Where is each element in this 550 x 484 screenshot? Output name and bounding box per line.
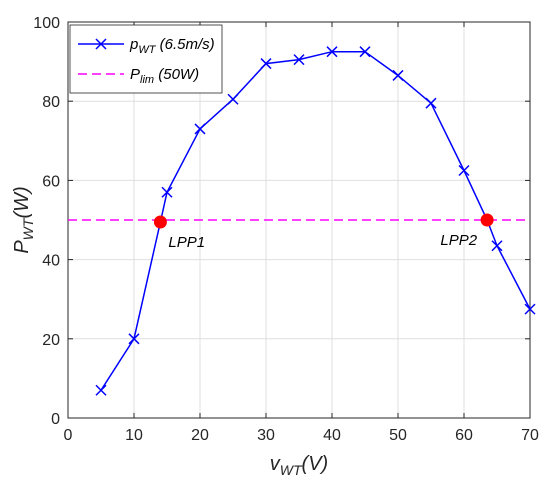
legend-plim-suffix: (50W): [154, 66, 199, 83]
data-point-marker: [392, 69, 404, 81]
x-axis-ticks: 0 10 20 30 40 50 60 70: [64, 22, 539, 444]
x-tick-label: 0: [64, 427, 73, 444]
x-axis-label-main: v: [270, 453, 281, 475]
data-point-marker: [491, 240, 503, 252]
data-point-marker: [95, 384, 107, 396]
y-tick-label: 60: [42, 173, 60, 190]
y-tick-label: 20: [42, 332, 60, 349]
legend: pWT (6.5m/s) Plim (50W): [69, 24, 223, 94]
legend-pwt-sub: WT: [138, 44, 156, 56]
points-layer: LPP1 LPP2: [153, 213, 494, 251]
y-axis-label-suffix: (W): [11, 186, 33, 218]
x-tick-label: 30: [257, 427, 275, 444]
x-tick-label: 60: [455, 427, 473, 444]
y-axis-ticks: 0 20 40 60 80 100: [33, 15, 530, 428]
y-axis-label-sub: WT: [20, 217, 36, 240]
data-point-marker: [161, 186, 173, 198]
x-tick-label: 70: [521, 427, 539, 444]
x-axis-label-suffix: (V): [302, 453, 329, 475]
series-layer: [68, 46, 536, 396]
lpp-point-2: [480, 213, 494, 227]
x-tick-label: 50: [389, 427, 407, 444]
legend-pwt-suffix: (6.5m/s): [155, 36, 214, 53]
lpp-label-1: LPP1: [168, 234, 205, 251]
legend-box: [69, 24, 223, 94]
legend-marker-pwt: [95, 38, 107, 50]
y-tick-label: 0: [51, 411, 60, 428]
y-tick-label: 80: [42, 94, 60, 111]
data-point-marker: [326, 46, 338, 58]
data-point-marker: [128, 333, 140, 345]
x-tick-label: 10: [125, 427, 143, 444]
series-line-pwt: [100, 50, 531, 391]
data-point-marker: [293, 54, 305, 66]
data-point-marker: [194, 123, 206, 135]
data-point-marker: [524, 303, 536, 315]
x-tick-label: 40: [323, 427, 341, 444]
x-axis-label: vWT(V): [270, 453, 328, 478]
lpp-point-1: [153, 215, 167, 229]
legend-plim-sub: lim: [140, 74, 154, 86]
data-point-marker: [458, 164, 470, 177]
data-point-marker: [260, 58, 272, 70]
y-axis-label-main: P: [11, 240, 33, 254]
data-point-marker: [425, 97, 437, 109]
y-tick-label: 40: [42, 253, 60, 270]
y-tick-label: 100: [33, 15, 60, 32]
legend-pwt-main: p: [129, 36, 138, 53]
lpp-label-2: LPP2: [440, 232, 477, 249]
y-axis-label: PWT(W): [11, 186, 36, 253]
legend-text-pwt: pWT (6.5m/s): [129, 36, 215, 56]
x-axis-label-sub: WT: [280, 462, 303, 478]
legend-plim-main: P: [130, 66, 140, 83]
x-tick-label: 20: [191, 427, 209, 444]
data-point-marker: [359, 46, 371, 58]
legend-text-plim: Plim (50W): [130, 66, 199, 86]
data-point-marker: [227, 93, 239, 105]
